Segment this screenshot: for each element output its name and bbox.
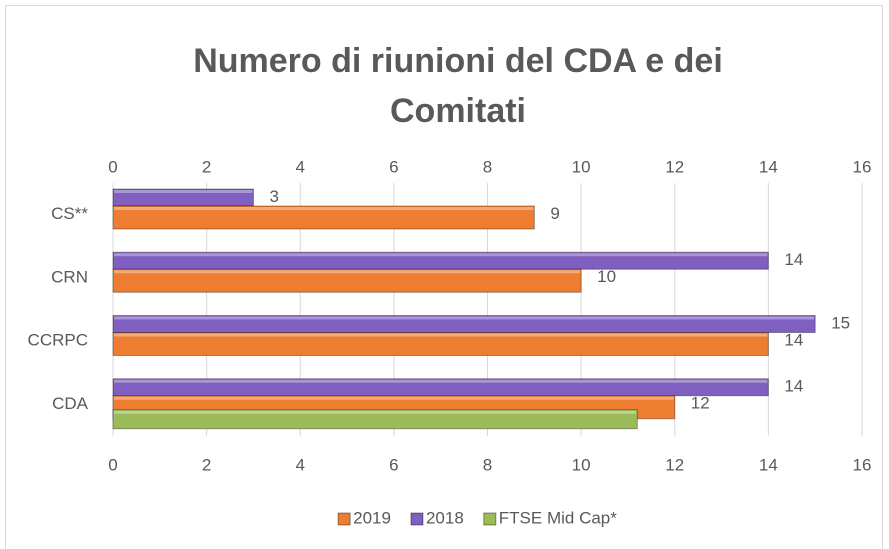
x-tick-label-top: 4 [296,157,305,176]
legend-swatch [483,512,497,526]
data-label: 15 [831,313,850,332]
bar [112,205,535,230]
x-tick-label-bottom: 16 [853,455,872,474]
data-label: 14 [784,330,803,349]
legend: 2019 2018 FTSE Mid Cap* [337,508,617,527]
x-tick-label-top: 6 [389,157,398,176]
bar [112,332,769,356]
y-tick-label: CDA [52,394,89,413]
bar-highlight [114,253,768,257]
legend-label: FTSE Mid Cap* [499,508,617,527]
data-label: 12 [691,394,710,413]
bar-highlight [114,410,637,414]
data-label: 10 [597,267,616,286]
data-label: 14 [784,377,803,396]
legend-swatch [410,512,424,526]
y-tick-label: CRN [51,267,88,286]
x-tick-label-top: 14 [759,157,778,176]
x-tick-label-bottom: 10 [572,455,591,474]
x-tick-label-top: 8 [483,157,492,176]
legend-swatch [337,512,351,526]
x-tick-label-bottom: 2 [202,455,211,474]
x-tick-label-top: 16 [853,157,872,176]
x-tick-label-bottom: 8 [483,455,492,474]
data-label: 9 [550,204,559,223]
x-tick-label-bottom: 4 [296,455,305,474]
x-tick-label-bottom: 12 [665,455,684,474]
x-tick-label-bottom: 0 [108,455,117,474]
bar-highlight [114,396,674,400]
y-tick-label: CCRPC [28,331,88,350]
bar [112,268,582,293]
bar-highlight [114,270,581,274]
legend-label: 2019 [353,508,391,527]
data-label: 3 [269,187,278,206]
bar-highlight [114,190,253,193]
x-tick-label-bottom: 6 [389,455,398,474]
bar-highlight [114,379,768,383]
bar-highlight [114,207,534,210]
x-tick-label-top: 2 [202,157,211,176]
bar-highlight [114,316,815,320]
x-tick-label-top: 0 [108,157,117,176]
bar [112,409,638,430]
y-tick-label: CS** [51,204,88,223]
x-tick-label-top: 12 [665,157,684,176]
bar-highlight [114,333,768,337]
data-label: 14 [784,250,803,269]
legend-label: 2018 [426,508,464,527]
x-tick-label-top: 10 [572,157,591,176]
x-tick-label-bottom: 14 [759,455,778,474]
chart-title: Numero di riunioni del CDA e dei Comitat… [193,42,723,130]
